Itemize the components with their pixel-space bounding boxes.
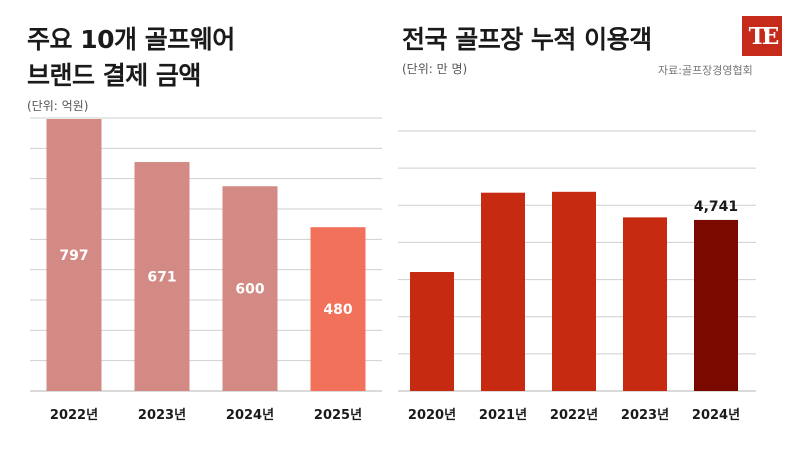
publisher-logo: TE bbox=[742, 16, 782, 56]
left-value-label: 480 bbox=[323, 302, 352, 318]
right-category-label: 2021년 bbox=[479, 408, 527, 423]
left-value-label: 671 bbox=[147, 270, 176, 286]
right-value-label: 4,741 bbox=[694, 199, 738, 215]
logo-text: TE bbox=[748, 22, 780, 50]
source-label: 자료:골프장경영협회 bbox=[658, 64, 753, 77]
right-category-label: 2023년 bbox=[621, 408, 669, 423]
left-chart-title-line2: 브랜드 결제 금액 bbox=[27, 61, 201, 90]
left-category-label: 2022년 bbox=[50, 408, 98, 423]
right-bar bbox=[410, 272, 454, 391]
left-bar bbox=[134, 162, 190, 391]
left-value-label: 797 bbox=[59, 248, 88, 264]
right-chart-unit: (단위: 만 명) bbox=[402, 62, 468, 76]
left-category-label: 2025년 bbox=[314, 408, 362, 423]
left-bar bbox=[46, 119, 102, 392]
right-bar bbox=[623, 217, 667, 391]
left-chart-title-line1: 주요 10개 골프웨어 bbox=[27, 25, 235, 54]
left-chart-unit: (단위: 억원) bbox=[27, 99, 89, 113]
right-bar bbox=[481, 192, 525, 391]
left-bar bbox=[310, 227, 366, 391]
right-chart-title: 전국 골프장 누적 이용객 bbox=[402, 25, 652, 54]
right-category-label: 2020년 bbox=[408, 408, 456, 423]
right-bar bbox=[694, 219, 738, 391]
left-category-label: 2023년 bbox=[138, 408, 186, 423]
right-category-label: 2024년 bbox=[692, 408, 740, 423]
left-bar bbox=[222, 186, 278, 391]
right-category-label: 2022년 bbox=[550, 408, 598, 423]
left-value-label: 600 bbox=[235, 282, 264, 298]
left-category-label: 2024년 bbox=[226, 408, 274, 423]
right-bar bbox=[552, 191, 596, 391]
